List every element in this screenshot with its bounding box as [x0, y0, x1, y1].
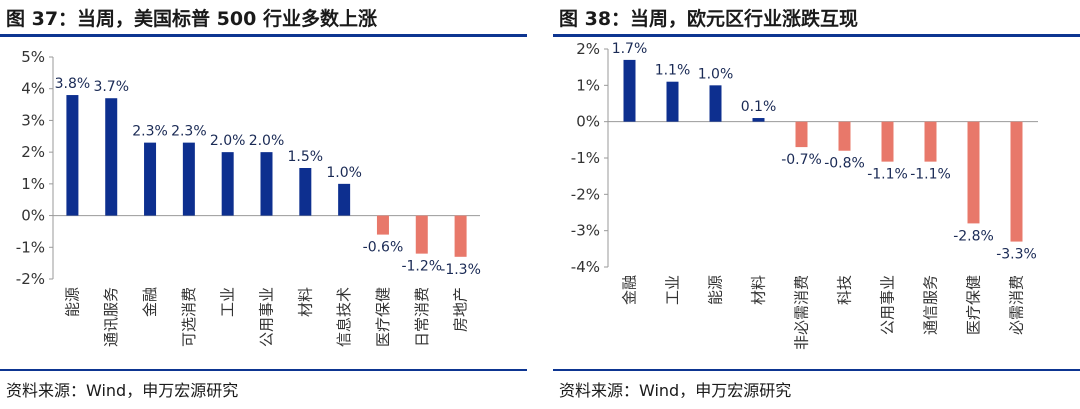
data-label: -1.1% [867, 167, 908, 183]
category-label: 科技 [836, 275, 854, 305]
category-label: 信息技术 [335, 287, 353, 347]
bar [924, 121, 937, 162]
bar [338, 183, 351, 216]
y-tick-label: 1% [21, 175, 45, 193]
category-label: 工业 [664, 275, 682, 305]
y-tick-label: 5% [21, 48, 45, 66]
category-label: 通信服务 [922, 275, 940, 335]
bar [967, 121, 980, 224]
category-label: 能源 [63, 287, 81, 317]
category-label: 房地产 [452, 287, 470, 332]
data-label: -1.3% [440, 262, 481, 278]
data-label: 2.3% [171, 124, 207, 140]
bar [144, 142, 157, 216]
bar [182, 142, 195, 216]
data-label: -1.2% [401, 259, 442, 275]
category-label: 材料 [750, 275, 768, 305]
data-label: -0.7% [781, 152, 822, 168]
category-label: 医疗保健 [374, 287, 392, 347]
y-tick-label: -1% [16, 238, 45, 256]
data-label: 2.0% [210, 133, 246, 149]
right-chart-panel: 图 38：当周，欧元区行业涨跌互现 2% 1% 0% -1% -2% -3% -4% 1.7%… [553, 0, 1080, 409]
data-label: -1.1% [910, 167, 951, 183]
bar [260, 152, 273, 216]
left-chart-panel: 图 37：当周，美国标普 500 行业多数上涨 5% 4% 3% 2% 1% 0% -1% -… [0, 0, 527, 409]
category-label: 工业 [219, 287, 237, 317]
y-tick-label: 2% [21, 143, 45, 161]
category-label: 能源 [707, 275, 725, 305]
left-title-rule [0, 34, 527, 37]
category-label: 金融 [621, 275, 639, 305]
y-tick-label: -2% [571, 185, 600, 203]
right-chart-title: 图 38：当周，欧元区行业涨跌互现 [559, 8, 859, 30]
data-label: -0.8% [824, 156, 865, 172]
left-bar-chart: 5% 4% 3% 2% 1% 0% -1% -2% 3.8% 能源 3.7% 通讯服务 2.3% 金融 2.… [16, 48, 481, 347]
bar [666, 81, 679, 122]
data-label: 3.7% [93, 79, 129, 95]
bar [221, 152, 234, 216]
y-tick-label: 3% [21, 111, 45, 129]
right-source-rule [553, 369, 1080, 371]
category-label: 公用事业 [879, 275, 897, 335]
bar [1010, 121, 1023, 242]
data-label: 1.7% [612, 41, 648, 57]
data-label: -2.8% [953, 228, 994, 244]
left-chart-title: 图 37：当周，美国标普 500 行业多数上涨 [6, 8, 377, 30]
category-label: 公用事业 [258, 287, 276, 347]
bar [105, 98, 118, 216]
bar [709, 85, 722, 122]
right-source-note: 资料来源：Wind，申万宏源研究 [559, 381, 792, 400]
data-label: 2.3% [132, 124, 168, 140]
data-label: -0.6% [363, 240, 404, 256]
y-tick-label: 0% [21, 207, 45, 225]
bar [299, 168, 312, 216]
category-label: 必需消费 [1008, 275, 1026, 335]
category-label: 非必需消费 [793, 275, 811, 350]
data-label: 3.8% [55, 76, 91, 92]
data-label: 0.1% [741, 99, 777, 115]
y-tick-label: 0% [576, 113, 600, 131]
data-label: 1.0% [326, 165, 362, 181]
category-label: 通讯服务 [102, 287, 120, 347]
bar [838, 121, 851, 151]
left-source-rule [0, 369, 527, 371]
category-label: 医疗保健 [965, 275, 983, 335]
data-label: 1.5% [288, 149, 324, 165]
y-tick-label: 4% [21, 80, 45, 98]
category-label: 可选消费 [180, 287, 198, 347]
right-title-rule [553, 34, 1080, 37]
left-source-note: 资料来源：Wind，申万宏源研究 [6, 381, 239, 400]
y-tick-label: -1% [571, 149, 600, 167]
y-tick-label: 1% [576, 76, 600, 94]
data-label: -3.3% [996, 247, 1037, 263]
data-label: 1.0% [698, 66, 734, 82]
y-tick-label: 2% [576, 40, 600, 58]
data-label: 2.0% [249, 133, 285, 149]
category-label: 材料 [296, 287, 314, 317]
category-label: 金融 [141, 287, 159, 317]
bar [752, 118, 765, 122]
y-tick-label: -3% [571, 222, 600, 240]
y-tick-label: -2% [16, 270, 45, 288]
bar [623, 59, 636, 122]
bar [881, 121, 894, 162]
data-label: 1.1% [655, 63, 691, 79]
bar [66, 95, 79, 216]
bar [454, 215, 467, 257]
bar [795, 121, 808, 148]
right-bar-chart: 2% 1% 0% -1% -2% -3% -4% 1.7% 金融 1.1% 工业 1.0% 能源 0.1%… [571, 40, 1038, 350]
bar [376, 215, 389, 235]
y-tick-label: -4% [571, 258, 600, 276]
bar [415, 215, 428, 254]
category-label: 日常消费 [413, 287, 431, 347]
